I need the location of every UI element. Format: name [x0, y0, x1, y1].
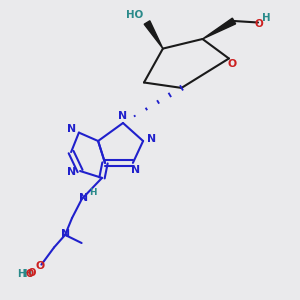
Text: N: N: [67, 124, 76, 134]
Text: O: O: [25, 269, 34, 279]
Text: HO: HO: [126, 10, 144, 20]
Text: N: N: [118, 111, 127, 122]
Text: O: O: [227, 59, 236, 70]
Text: O: O: [254, 19, 263, 29]
Text: H: H: [89, 188, 97, 197]
Polygon shape: [202, 18, 236, 39]
Text: N: N: [79, 193, 88, 203]
Text: N: N: [131, 165, 140, 175]
Text: N: N: [68, 167, 76, 177]
Text: N: N: [61, 229, 70, 239]
Text: H: H: [262, 13, 271, 23]
Text: H: H: [17, 268, 26, 279]
Polygon shape: [144, 21, 163, 49]
Text: O: O: [28, 268, 36, 278]
Text: N: N: [147, 134, 156, 145]
Text: O: O: [36, 261, 45, 271]
Text: H: H: [23, 268, 31, 279]
